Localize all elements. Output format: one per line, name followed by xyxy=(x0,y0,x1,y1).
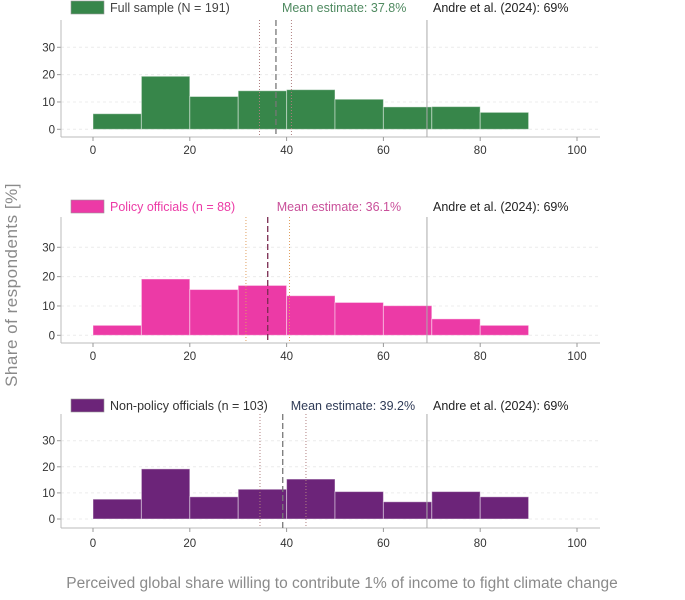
x-tick-label: 100 xyxy=(567,351,586,363)
legend-swatch xyxy=(70,398,105,413)
x-tick-label: 80 xyxy=(474,351,487,363)
x-tick-label: 60 xyxy=(377,145,390,157)
panel-3: 0 10 20 30 0 20 40 60 80 100 Non-policy officials … xyxy=(42,398,600,550)
x-tick-label: 80 xyxy=(474,538,487,550)
x-tick-label: 80 xyxy=(474,145,487,157)
x-tick-label: 60 xyxy=(377,538,390,550)
y-tick-label: 20 xyxy=(42,272,55,284)
x-tick-label: 40 xyxy=(280,351,293,363)
x-tick-label: 60 xyxy=(377,351,390,363)
x-tick-label: 0 xyxy=(90,145,96,157)
x-tick-label: 20 xyxy=(183,538,196,550)
y-tick-label: 0 xyxy=(49,330,55,342)
histogram-bar xyxy=(382,305,433,336)
y-tick-label: 10 xyxy=(42,97,55,109)
histogram-bar xyxy=(92,113,142,130)
x-axis-label: Perceived global share willing to contri… xyxy=(66,575,617,592)
histogram-bar xyxy=(431,491,481,520)
x-tick-label: 100 xyxy=(567,145,586,157)
y-tick-label: 10 xyxy=(42,301,55,313)
histogram-bar xyxy=(286,478,336,520)
histogram-bar xyxy=(237,488,288,520)
histogram-bar xyxy=(334,491,384,520)
x-tick-label: 20 xyxy=(183,351,196,363)
legend-label: Full sample (N = 191) xyxy=(110,1,230,15)
histogram-bar xyxy=(189,496,239,520)
histogram-bar xyxy=(189,96,239,130)
histogram-bar xyxy=(479,496,530,520)
y-tick-label: 30 xyxy=(42,42,55,54)
histogram-bar xyxy=(334,98,384,130)
histogram-bar xyxy=(479,111,530,130)
histogram-bar xyxy=(431,318,481,336)
y-tick-label: 30 xyxy=(42,436,55,448)
histogram-bar xyxy=(140,75,191,130)
mean-label: Mean estimate: 37.8% xyxy=(282,1,406,15)
legend-label: Non-policy officials (n = 103) xyxy=(110,399,268,413)
y-tick-label: 10 xyxy=(42,488,55,500)
legend-swatch xyxy=(70,0,105,15)
x-tick-label: 20 xyxy=(183,145,196,157)
histogram-bar xyxy=(92,324,142,336)
histogram-bar xyxy=(382,501,433,520)
y-tick-label: 20 xyxy=(42,462,55,474)
legend-swatch xyxy=(70,199,105,214)
histogram-bar xyxy=(334,301,384,336)
y-tick-label: 30 xyxy=(42,242,55,254)
x-tick-label: 100 xyxy=(567,538,586,550)
x-tick-label: 0 xyxy=(90,538,96,550)
reference-label: Andre et al. (2024): 69% xyxy=(433,399,569,413)
histogram-bar xyxy=(479,324,530,336)
mean-label: Mean estimate: 39.2% xyxy=(291,399,415,413)
panel-1: 0 10 20 30 0 20 40 60 80 100 Full sample (N = 191)… xyxy=(42,0,600,157)
histogram-bar xyxy=(286,89,336,130)
y-tick-label: 20 xyxy=(42,70,55,82)
panel-2: 0 10 20 30 0 20 40 60 80 100 Policy officials (n =… xyxy=(42,199,600,363)
histogram-bar xyxy=(140,468,191,520)
histogram-bar xyxy=(237,90,288,130)
histogram-bar xyxy=(189,289,239,336)
histogram-bar xyxy=(382,106,433,130)
x-tick-label: 0 xyxy=(90,351,96,363)
y-tick-label: 0 xyxy=(49,514,55,526)
x-tick-label: 40 xyxy=(280,145,293,157)
reference-label: Andre et al. (2024): 69% xyxy=(433,1,569,15)
x-tick-label: 40 xyxy=(280,538,293,550)
y-axis-label: Share of respondents [%] xyxy=(2,183,21,387)
mean-label: Mean estimate: 36.1% xyxy=(277,200,401,214)
histogram-bar xyxy=(286,295,336,336)
histogram-bar xyxy=(92,498,142,520)
histogram-bar xyxy=(431,106,481,130)
reference-label: Andre et al. (2024): 69% xyxy=(433,200,569,214)
histogram-bar xyxy=(140,278,191,336)
y-tick-label: 0 xyxy=(49,124,55,136)
legend-label: Policy officials (n = 88) xyxy=(110,200,235,214)
